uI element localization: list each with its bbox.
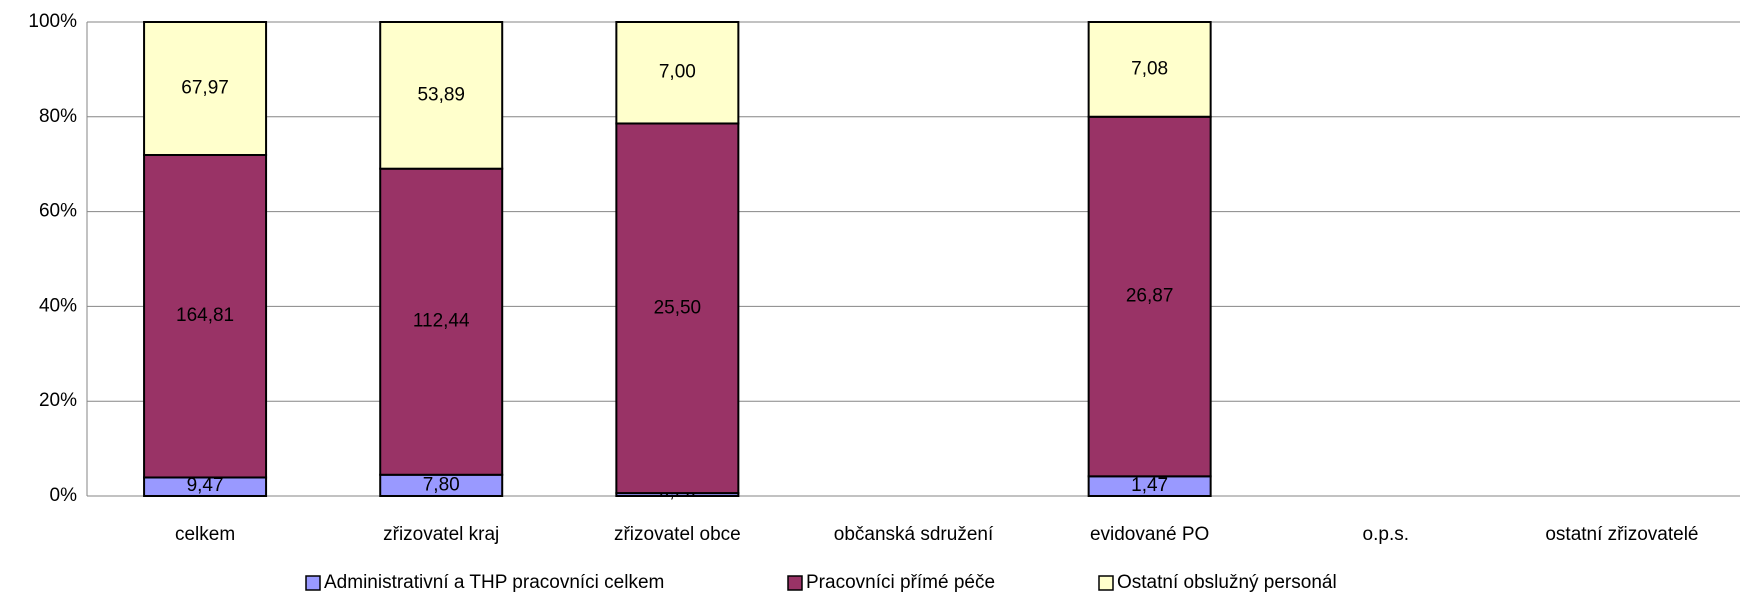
bar-segment [143, 21, 268, 156]
bar-segment [143, 153, 268, 479]
value-label: 25,50 [654, 297, 702, 318]
bar-segment [379, 21, 504, 170]
bar-segment [615, 21, 740, 125]
legend-label: Pracovníci přímé péče [806, 572, 995, 593]
value-label: 67,97 [181, 78, 229, 99]
value-label: 7,80 [423, 474, 460, 495]
y-tick-label: 20% [39, 390, 77, 411]
y-tick-label: 80% [39, 106, 77, 127]
x-tick-label: evidované PO [1090, 524, 1209, 545]
y-tick-label: 100% [28, 11, 77, 32]
y-tick-label: 60% [39, 201, 77, 222]
legend-swatch [1098, 575, 1114, 591]
x-tick-label: o.p.s. [1363, 524, 1409, 545]
value-label: 164,81 [176, 305, 234, 326]
x-tick-label: ostatní zřizovatelé [1545, 524, 1698, 545]
x-tick-label: občanská sdružení [834, 524, 994, 545]
legend-swatch [787, 575, 803, 591]
legend-label: Administrativní a THP pracovníci celkem [324, 572, 664, 593]
legend-label: Ostatní obslužný personál [1117, 572, 1337, 593]
legend-swatch [305, 575, 321, 591]
x-tick-label: zřizovatel obce [614, 524, 741, 545]
value-label: 9,47 [187, 475, 224, 496]
value-label: 7,08 [1131, 58, 1168, 79]
value-label: 53,89 [417, 84, 465, 105]
bar-segment [379, 167, 504, 476]
value-label: 112,44 [413, 311, 470, 332]
bar-segment [1087, 21, 1212, 118]
value-label: 26,87 [1126, 286, 1174, 307]
x-tick-label: zřizovatel kraj [383, 524, 499, 545]
value-label: 7,00 [659, 62, 696, 83]
y-tick-label: 40% [39, 295, 77, 316]
bar-segment [615, 122, 740, 495]
y-tick-label: 0% [50, 485, 78, 506]
value-label: 1,47 [1131, 475, 1168, 496]
bar-segment [1087, 115, 1212, 478]
x-tick-label: celkem [175, 524, 235, 545]
